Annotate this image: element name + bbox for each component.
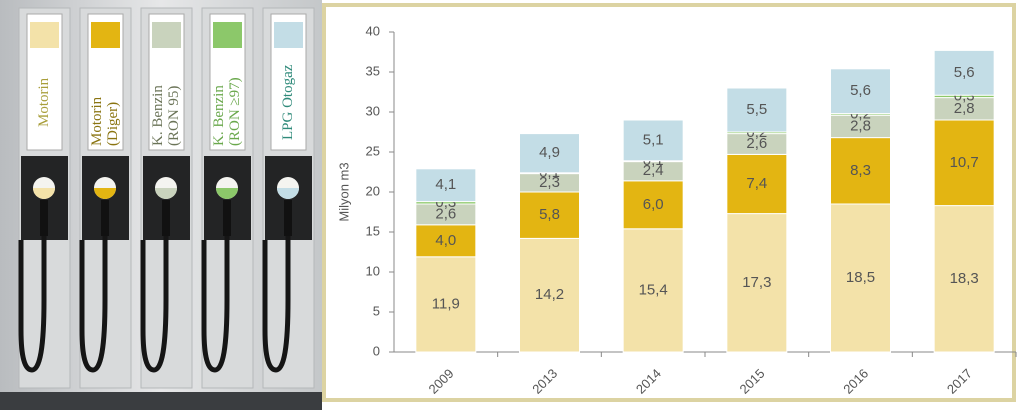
value-label: 2,3 <box>539 174 560 191</box>
legend-swatch <box>30 22 59 48</box>
bar-segment <box>519 133 580 174</box>
y-tick-label: 0 <box>373 343 380 358</box>
value-label: 5,5 <box>746 101 767 118</box>
value-label: 18,5 <box>846 269 875 286</box>
bar-segment <box>415 224 477 258</box>
legend-label: Motorin <box>36 77 52 127</box>
y-tick-label: 20 <box>366 183 380 198</box>
value-label: 4,0 <box>435 232 456 249</box>
legend-label: LPG Otogaz <box>280 64 296 140</box>
value-label: 2,8 <box>850 117 871 134</box>
hose <box>140 236 169 373</box>
pump-base <box>0 392 322 410</box>
nozzle-handle <box>162 200 170 236</box>
legend-swatch <box>91 22 120 48</box>
value-label: 4,9 <box>539 144 560 161</box>
value-label: 17,3 <box>742 274 771 291</box>
hose <box>262 236 291 373</box>
nozzle-fluid <box>277 188 299 199</box>
bar-segment <box>830 203 891 353</box>
nozzle-handle <box>284 200 292 236</box>
value-label: 2,8 <box>954 100 975 117</box>
legend-label: Motorin (Diger) <box>89 96 121 146</box>
legend-swatch <box>152 22 181 48</box>
y-tick-label: 15 <box>366 223 380 238</box>
y-tick-label: 10 <box>366 263 380 278</box>
nozzle-fluid <box>94 188 116 199</box>
legend-label: K. Benzin (RON ≥97) <box>211 77 243 146</box>
bar-segment <box>726 153 788 215</box>
bar-segment <box>415 168 477 203</box>
value-label: 2,6 <box>435 205 456 222</box>
hose <box>201 236 230 373</box>
nozzle-fluid <box>216 188 238 199</box>
hose <box>79 236 108 373</box>
nozzle-fluid <box>155 188 177 199</box>
hose <box>18 236 47 373</box>
y-tick-label: 30 <box>366 103 380 118</box>
value-label: 5,6 <box>954 64 975 81</box>
y-tick-label: 40 <box>366 23 380 38</box>
y-axis-label: Milyon m3 <box>336 162 351 221</box>
nozzle-handle <box>40 200 48 236</box>
value-label: 7,4 <box>746 175 767 192</box>
nozzle-handle <box>223 200 231 236</box>
value-label: 15,4 <box>639 281 668 298</box>
value-label: 5,8 <box>539 206 560 223</box>
value-label: 2,4 <box>643 162 664 179</box>
value-label: 4,1 <box>435 176 456 193</box>
y-tick-label: 5 <box>373 303 380 318</box>
nozzle-fluid <box>33 188 55 199</box>
bar-segment <box>933 49 995 96</box>
value-label: 10,7 <box>950 154 979 171</box>
bar-segment <box>726 87 788 133</box>
value-label: 14,2 <box>535 286 564 303</box>
bar-segment <box>933 205 995 353</box>
y-tick-label: 25 <box>366 143 380 158</box>
value-label: 5,1 <box>643 131 664 148</box>
legend-swatch <box>213 22 242 48</box>
nozzle-handle <box>101 200 109 236</box>
value-label: 6,0 <box>643 196 664 213</box>
bar-segment <box>933 119 995 207</box>
legend-swatch <box>274 22 303 48</box>
legend-label: K. Benzin (RON 95) <box>150 85 182 146</box>
bar-segment <box>519 191 580 239</box>
value-label: 18,3 <box>950 270 979 287</box>
y-tick-label: 35 <box>366 63 380 78</box>
bar-segment <box>622 228 684 353</box>
value-label: 11,9 <box>432 295 460 312</box>
bar-segment <box>830 68 891 115</box>
value-label: 2,6 <box>746 135 767 152</box>
value-label: 8,3 <box>850 162 871 179</box>
bar-segment <box>622 119 684 162</box>
value-label: 5,6 <box>850 82 871 99</box>
